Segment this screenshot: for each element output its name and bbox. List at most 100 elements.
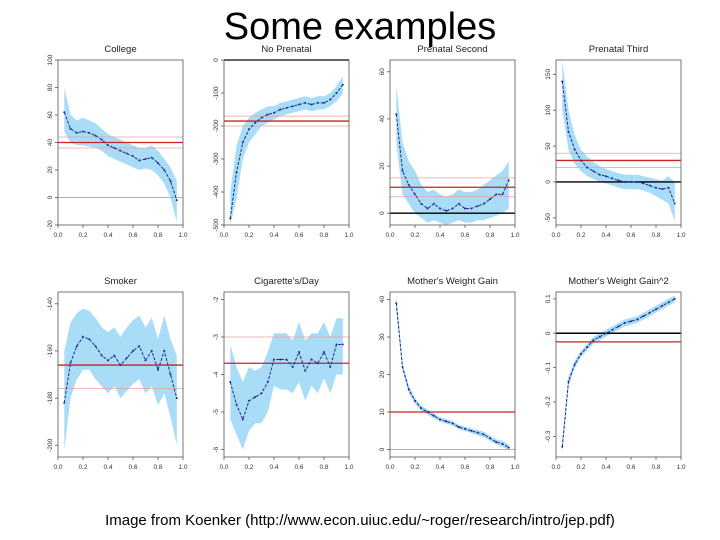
quantile-point [107,359,109,362]
chart-panel: Cigarette's/Day 0.0 0.2 0.4 0.6 0.8 1.0 -2 -3 -4 -… [213,276,354,471]
x-tick-label: 0.2 [78,464,87,471]
quantile-point [573,148,576,151]
x-tick-label: 1.0 [178,464,187,471]
y-tick-label: 30 [379,333,386,341]
x-tick-label: 0.4 [435,464,444,471]
quantile-point [636,318,639,321]
quantile-point [323,101,325,104]
quantile-point [592,339,595,342]
quantile-point [138,345,141,348]
quantile-point [580,352,582,355]
y-tick-label: 100 [545,104,552,115]
y-tick-label: 40 [47,139,54,147]
quantile-point [630,320,632,323]
quantile-point [88,131,91,134]
panel-title: No Prenatal [261,44,311,55]
quantile-line [395,303,510,449]
quantile-point [598,173,601,176]
y-tick-label: -2 [213,296,220,302]
quantile-point [476,205,479,208]
quantile-point [82,335,84,338]
quantile-point [655,186,657,189]
quantile-point [291,366,294,368]
x-tick-label: 1.0 [676,232,685,239]
x-tick-label: 0.6 [128,464,137,471]
y-tick-label: -100 [213,86,220,99]
quantile-point [335,343,338,346]
quantile-point [561,445,564,448]
y-tick-label: 0 [47,195,54,199]
quantile-point [420,202,423,205]
image-source-caption: Image from Koenker (http://www.econ.uiuc… [105,512,615,529]
quantile-point [451,422,454,425]
quantile-point [598,335,601,338]
quantile-point [482,202,485,205]
quantile-point [407,183,410,186]
quantile-point [125,357,128,359]
panel-title: Cigarette's/Day [254,276,319,287]
quantile-point [642,182,645,185]
y-tick-label: 60 [47,111,54,119]
quantile-point [241,418,244,421]
y-tick-label: 20 [379,371,386,379]
y-tick-label: 20 [47,166,54,174]
quantile-point [605,332,607,335]
quantile-point [445,209,448,212]
x-tick-label: 0.4 [269,464,278,471]
quantile-point [329,366,332,368]
chart-panel: Prenatal Third 0.0 0.2 0.4 0.6 0.8 1.0 -50 0 50 10… [545,44,686,239]
quantile-point [335,92,338,94]
quantile-point [298,103,300,106]
quantile-line [561,298,676,447]
x-tick-label: 0.8 [153,232,162,239]
quantile-point [561,80,564,83]
x-tick-label: 0.0 [53,464,62,471]
x-tick-label: 0.4 [103,232,112,239]
quantile-point [304,369,307,372]
quantile-point [285,106,288,109]
quantile-point [63,401,66,404]
quantile-point [157,162,159,165]
quantile-point [464,427,466,430]
quantile-point [169,373,172,376]
quantile-point [501,442,504,445]
confidence-band [230,318,343,450]
x-tick-label: 0.8 [319,232,328,239]
y-tick-label: -400 [213,185,220,198]
y-tick-label: -200 [213,119,220,132]
quantile-point [132,349,134,352]
plot-frame [223,59,350,226]
y-tick-label: 40 [379,296,386,304]
y-tick-label: -0.3 [545,430,552,442]
plot-frame [389,291,516,458]
confidence-band [64,308,177,450]
quantile-point [501,193,504,196]
quantile-point [291,105,294,108]
quantile-point [586,346,589,348]
quantile-point [580,159,582,162]
y-tick-label: 80 [47,84,54,92]
quantile-point [439,418,441,421]
quantile-point [667,301,670,304]
quantile-point [439,207,441,210]
chart-panel: Smoker 0.0 0.2 0.4 0.6 0.8 1.0 -140 -160 -180 -200 [47,276,188,471]
y-tick-label: -4 [213,371,220,377]
quantile-point [138,159,141,162]
quantile-point [507,446,510,449]
quantile-point [667,186,670,189]
quantile-point [445,420,448,423]
quantile-point [617,325,620,328]
y-tick-label: -50 [545,213,552,223]
panel-title: Prenatal Third [589,44,649,55]
quantile-point [426,207,429,210]
chart-panel: Mother's Weight Gain^2 0.0 0.2 0.4 0.6 0.8 1.0… [545,276,686,471]
x-tick-label: 0.0 [219,464,228,471]
quantile-point [407,388,410,391]
quantile-point [476,431,479,434]
quantile-point [132,155,134,158]
quantile-point [636,180,639,183]
quantile-point [100,354,103,357]
x-tick-label: 0.6 [294,232,303,239]
x-tick-label: 0.8 [485,232,494,239]
